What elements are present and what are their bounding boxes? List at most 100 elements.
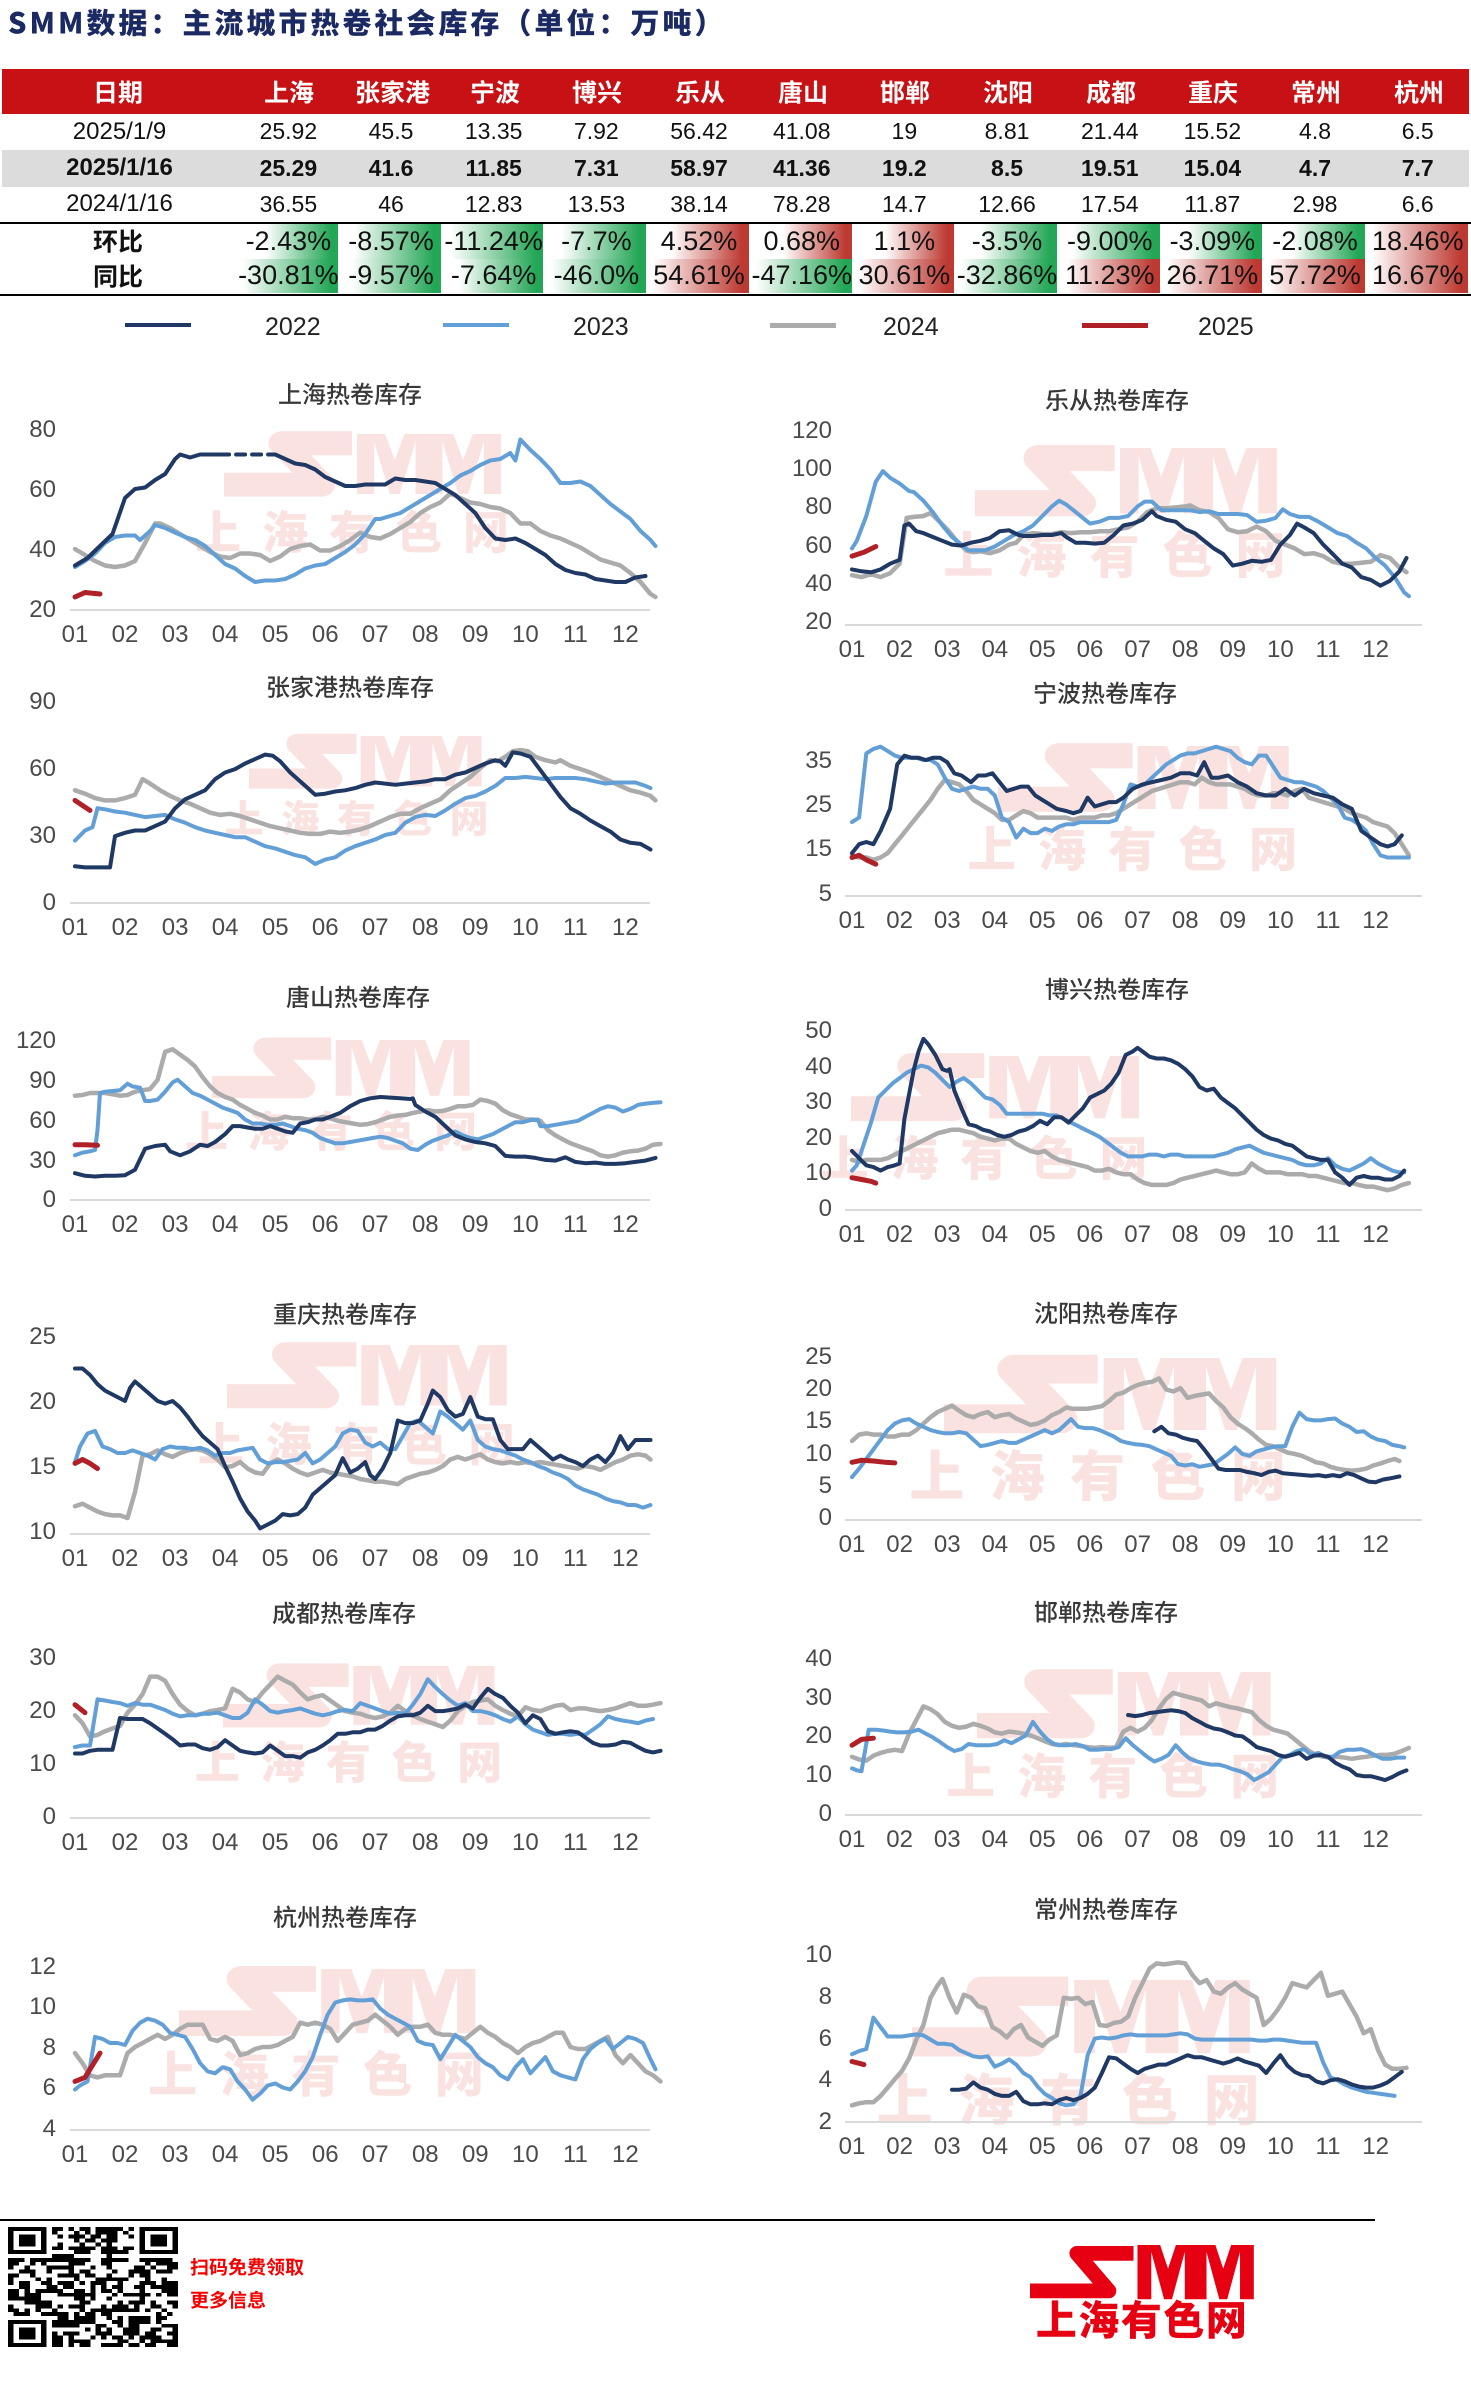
svg-text:10: 10 <box>1267 907 1294 934</box>
svg-text:07: 07 <box>362 1545 389 1572</box>
svg-text:0: 0 <box>819 1504 832 1531</box>
svg-text:2: 2 <box>819 2108 832 2135</box>
svg-text:04: 04 <box>212 1829 239 1856</box>
svg-text:10: 10 <box>1267 636 1294 663</box>
svg-text:01: 01 <box>62 1545 89 1572</box>
svg-text:20: 20 <box>29 1388 56 1415</box>
svg-text:02: 02 <box>112 2141 139 2168</box>
svg-text:04: 04 <box>981 1826 1008 1853</box>
svg-text:08: 08 <box>412 2141 439 2168</box>
svg-text:05: 05 <box>1029 1531 1056 1558</box>
svg-text:07: 07 <box>1124 636 1151 663</box>
svg-text:11: 11 <box>1316 1531 1341 1558</box>
svg-text:08: 08 <box>412 1211 439 1238</box>
svg-text:09: 09 <box>462 1545 489 1572</box>
svg-text:10: 10 <box>805 1440 832 1467</box>
svg-text:05: 05 <box>262 914 289 941</box>
svg-text:05: 05 <box>1029 1826 1056 1853</box>
svg-text:07: 07 <box>1124 907 1151 934</box>
svg-text:03: 03 <box>934 1221 961 1248</box>
svg-text:25: 25 <box>29 1323 56 1350</box>
svg-text:03: 03 <box>162 1211 189 1238</box>
svg-text:12: 12 <box>1362 636 1389 663</box>
svg-text:40: 40 <box>805 1645 832 1672</box>
svg-text:10: 10 <box>805 1159 832 1186</box>
svg-text:02: 02 <box>112 1211 139 1238</box>
svg-text:04: 04 <box>212 1545 239 1572</box>
svg-text:03: 03 <box>934 1826 961 1853</box>
svg-text:02: 02 <box>886 1221 913 1248</box>
svg-text:11: 11 <box>563 2141 588 2168</box>
svg-text:40: 40 <box>805 570 832 597</box>
svg-text:02: 02 <box>886 907 913 934</box>
svg-text:01: 01 <box>62 1829 89 1856</box>
svg-text:01: 01 <box>839 1826 866 1853</box>
svg-text:60: 60 <box>29 1107 56 1134</box>
svg-text:07: 07 <box>1124 1531 1151 1558</box>
svg-text:01: 01 <box>839 636 866 663</box>
svg-text:12: 12 <box>1362 907 1389 934</box>
svg-text:11: 11 <box>563 1211 588 1238</box>
svg-text:01: 01 <box>62 1211 89 1238</box>
svg-text:11: 11 <box>563 1545 588 1572</box>
svg-text:07: 07 <box>362 914 389 941</box>
svg-text:07: 07 <box>1124 1826 1151 1853</box>
svg-text:06: 06 <box>1077 2133 1104 2160</box>
svg-text:10: 10 <box>512 914 539 941</box>
svg-text:01: 01 <box>62 914 89 941</box>
svg-text:10: 10 <box>512 2141 539 2168</box>
svg-text:08: 08 <box>412 1545 439 1572</box>
svg-text:20: 20 <box>805 1722 832 1749</box>
svg-text:09: 09 <box>462 1829 489 1856</box>
svg-text:01: 01 <box>62 2141 89 2168</box>
svg-text:06: 06 <box>312 1211 339 1238</box>
svg-text:30: 30 <box>29 1147 56 1174</box>
svg-text:25: 25 <box>805 791 832 818</box>
svg-text:12: 12 <box>1362 1826 1389 1853</box>
svg-text:05: 05 <box>262 2141 289 2168</box>
svg-text:08: 08 <box>412 1829 439 1856</box>
svg-text:01: 01 <box>839 1531 866 1558</box>
svg-text:02: 02 <box>886 636 913 663</box>
svg-text:0: 0 <box>43 889 56 916</box>
svg-text:10: 10 <box>1267 2133 1294 2160</box>
svg-text:10: 10 <box>29 1993 56 2020</box>
svg-text:80: 80 <box>805 493 832 520</box>
svg-text:08: 08 <box>1172 1826 1199 1853</box>
svg-text:09: 09 <box>1219 907 1246 934</box>
svg-text:03: 03 <box>934 636 961 663</box>
svg-text:0: 0 <box>43 1186 56 1213</box>
svg-text:0: 0 <box>43 1803 56 1830</box>
svg-text:06: 06 <box>312 2141 339 2168</box>
svg-text:0: 0 <box>819 1195 832 1222</box>
svg-text:30: 30 <box>29 1644 56 1671</box>
svg-text:40: 40 <box>805 1053 832 1080</box>
svg-text:07: 07 <box>362 621 389 648</box>
svg-text:03: 03 <box>162 1829 189 1856</box>
svg-text:08: 08 <box>1172 2133 1199 2160</box>
svg-text:05: 05 <box>262 621 289 648</box>
svg-text:02: 02 <box>112 1545 139 1572</box>
svg-text:20: 20 <box>805 1375 832 1402</box>
svg-text:10: 10 <box>512 1211 539 1238</box>
svg-text:12: 12 <box>612 621 639 648</box>
svg-text:12: 12 <box>1362 1221 1389 1248</box>
svg-text:15: 15 <box>805 1407 832 1434</box>
svg-text:12: 12 <box>612 2141 639 2168</box>
svg-text:120: 120 <box>792 417 832 444</box>
svg-text:03: 03 <box>934 907 961 934</box>
svg-text:50: 50 <box>805 1017 832 1044</box>
svg-text:12: 12 <box>1362 2133 1389 2160</box>
svg-text:11: 11 <box>1316 1221 1341 1248</box>
svg-text:07: 07 <box>1124 1221 1151 1248</box>
svg-text:6: 6 <box>819 2025 832 2052</box>
svg-text:05: 05 <box>262 1829 289 1856</box>
svg-text:02: 02 <box>112 914 139 941</box>
svg-text:12: 12 <box>612 914 639 941</box>
svg-text:11: 11 <box>563 621 588 648</box>
svg-text:04: 04 <box>212 914 239 941</box>
svg-text:4: 4 <box>819 2066 832 2093</box>
svg-text:8: 8 <box>819 1983 832 2010</box>
svg-text:06: 06 <box>312 1545 339 1572</box>
svg-text:09: 09 <box>1219 1531 1246 1558</box>
